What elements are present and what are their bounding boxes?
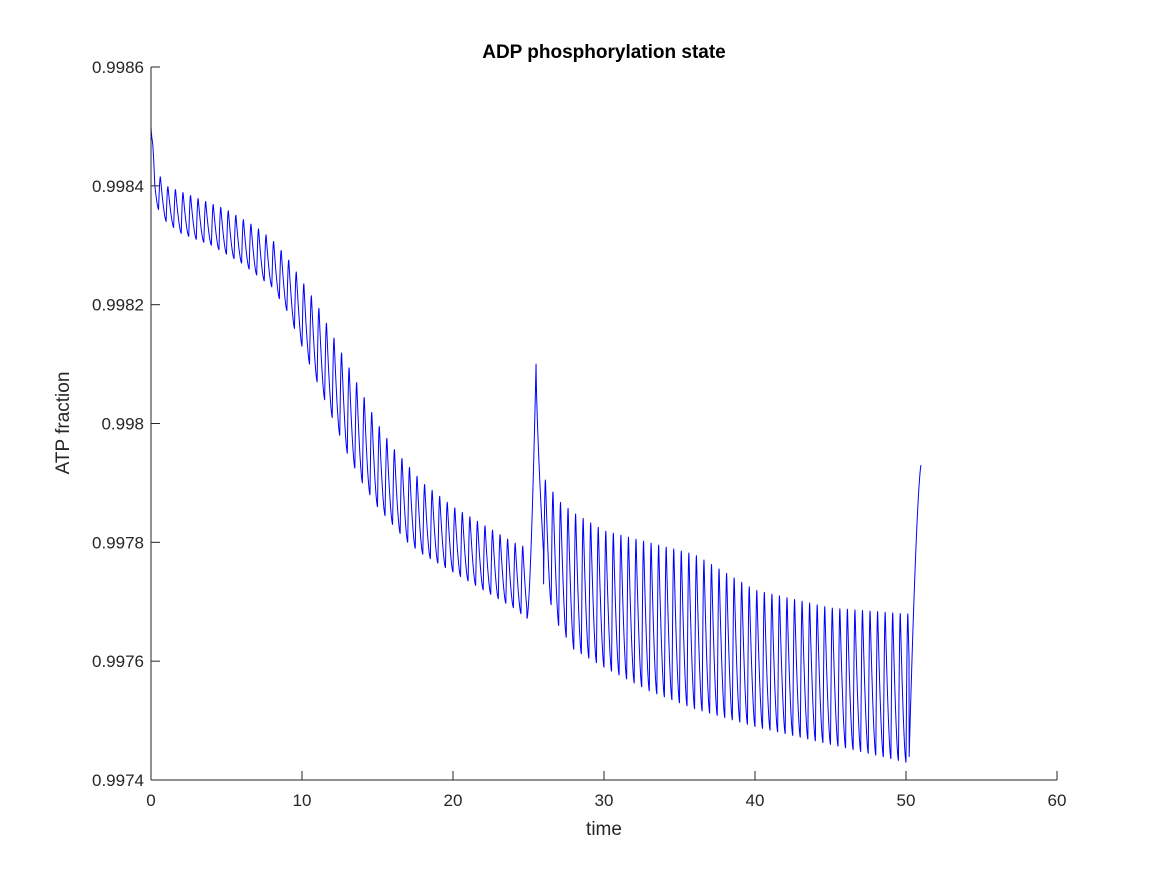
x-tick-label: 30 — [595, 791, 614, 810]
x-tick-label: 20 — [444, 791, 463, 810]
x-tick-label: 0 — [146, 791, 155, 810]
y-tick-label: 0.9982 — [92, 296, 144, 315]
x-ticks: 0 10 20 30 40 50 60 — [146, 771, 1066, 810]
x-axis-title: time — [586, 819, 622, 840]
y-tick-label: 0.9986 — [92, 58, 144, 77]
y-ticks: 0.9974 0.9976 0.9978 0.998 0.9982 0.9984 0.998… — [92, 58, 160, 790]
x-tick-label: 40 — [746, 791, 765, 810]
x-tick-label: 50 — [897, 791, 916, 810]
series-line-atp-fraction — [150, 126, 922, 763]
x-tick-label: 60 — [1048, 791, 1067, 810]
x-tick-label: 10 — [293, 791, 312, 810]
axes: 0 10 20 30 40 50 60 0.99740.99760.99780.9980.9… — [92, 58, 1066, 810]
chart-title: ADP phosphorylation state — [482, 42, 726, 63]
y-tick-label: 0.9976 — [92, 652, 144, 671]
y-axis-title: ATP fraction — [53, 372, 74, 475]
plot-area — [150, 126, 922, 763]
y-tick-label: 0.9978 — [92, 533, 144, 552]
y-tick-label: 0.998 — [101, 415, 144, 434]
y-tick-label: 0.9984 — [92, 177, 144, 196]
y-tick-label: 0.9974 — [92, 771, 144, 790]
